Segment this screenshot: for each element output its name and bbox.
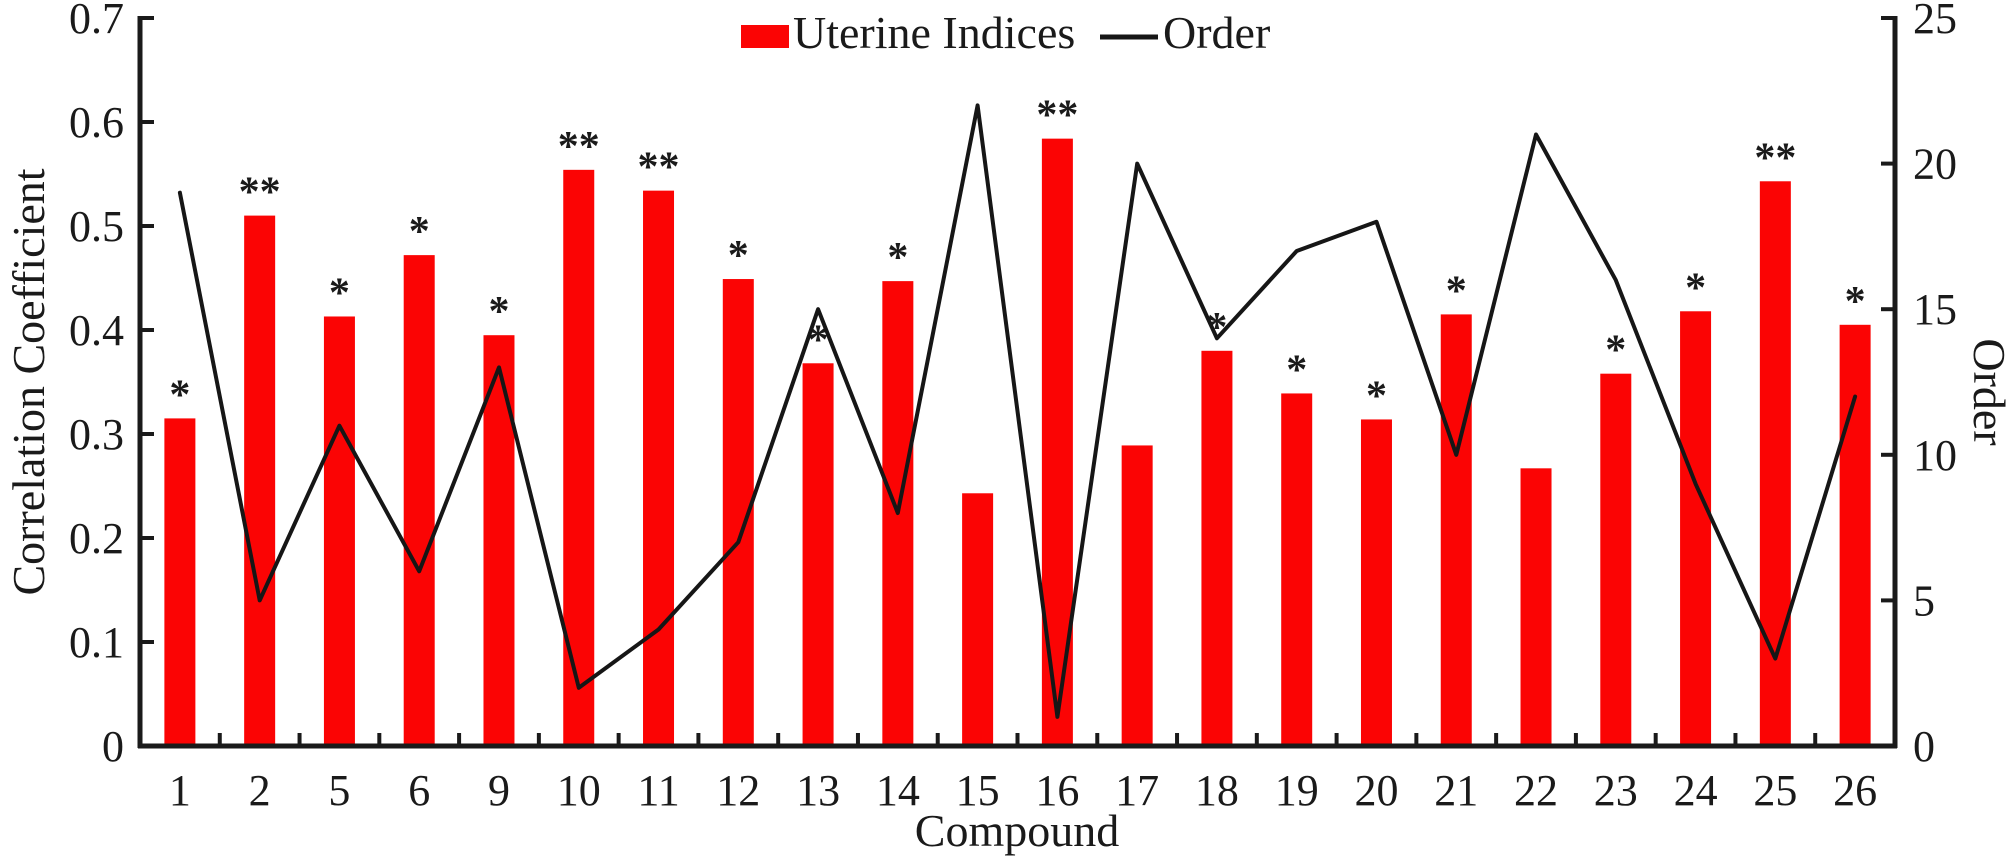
x-category-label: 25 [1753,766,1797,815]
y-left-axis-title: Correlation Coefficient [3,168,54,595]
x-category-label: 9 [488,766,510,815]
bar-compound-20 [1360,419,1392,746]
significance-marker-1: * [169,372,190,418]
significance-marker-2: ** [239,170,281,216]
plot-area: ******** ****************00.10.20.30.40.5… [69,0,1957,815]
significance-marker-18: * [1206,305,1227,351]
bar-compound-26 [1839,324,1871,746]
significance-marker-19: * [1286,347,1307,393]
y-right-tick-label: 15 [1913,285,1957,334]
significance-marker-20: * [1366,373,1387,419]
significance-marker-10: ** [558,124,600,170]
significance-marker-23: * [1605,328,1626,374]
y-left-tick-label: 0.2 [69,514,124,563]
x-category-label: 19 [1275,766,1319,815]
y-right-tick-label: 10 [1913,431,1957,480]
bar-compound-24 [1680,311,1712,746]
bar-compound-23 [1600,373,1632,746]
y-right-tick-label: 25 [1913,0,1957,43]
y-left-tick-label: 0.6 [69,98,124,147]
x-category-label: 6 [408,766,430,815]
significance-marker-6: * [409,209,430,255]
significance-marker-25: ** [1754,135,1796,181]
x-category-label: 2 [249,766,271,815]
bar-compound-5 [323,316,355,746]
bar-compound-10 [563,169,595,747]
x-category-label: 1 [169,766,191,815]
y-left-tick-label: 0 [102,722,124,771]
x-category-label: 12 [716,766,760,815]
x-category-label: 11 [637,766,679,815]
y-left-tick-label: 0.4 [69,306,124,355]
order-line [177,103,1858,719]
y-right-tick-label: 20 [1913,140,1957,189]
x-category-label: 16 [1035,766,1079,815]
bar-compound-22 [1520,468,1552,746]
y-right-axis-title: Order [1964,338,2008,445]
legend: Uterine Indices Order [741,7,1270,58]
y-left-tick-label: 0.5 [69,202,124,251]
bar-compound-2 [244,215,276,747]
x-category-label: 17 [1115,766,1159,815]
significance-marker-12: * [728,233,749,279]
significance-marker-24: * [1685,265,1706,311]
bar-compound-18 [1201,350,1233,746]
significance-marker-21: * [1446,268,1467,314]
x-category-label: 23 [1594,766,1638,815]
legend-line-label: Order [1163,7,1270,58]
significance-marker-16: ** [1036,93,1078,139]
x-category-label: 21 [1434,766,1478,815]
y-right-tick-label: 0 [1913,722,1935,771]
significance-marker-26: * [1845,279,1866,325]
significance-marker-9: * [488,289,509,335]
x-category-label: 22 [1514,766,1558,815]
significance-marker-11: ** [638,145,680,191]
x-category-label: 18 [1195,766,1239,815]
x-category-label: 15 [956,766,1000,815]
x-category-label: 24 [1674,766,1718,815]
legend-bar-label: Uterine Indices [793,7,1075,58]
y-left-tick-label: 0.1 [69,618,124,667]
bar-compound-1 [164,418,196,746]
x-category-label: 26 [1833,766,1877,815]
bar-compound-25 [1759,181,1791,746]
bar-compound-13 [802,363,834,746]
x-category-label: 14 [876,766,920,815]
x-category-label: 10 [557,766,601,815]
bar-compound-17 [1121,445,1153,746]
y-left-tick-label: 0.7 [69,0,124,43]
bar-compound-11 [643,190,675,746]
bar-compound-6 [403,255,435,746]
significance-marker-5: * [329,270,350,316]
y-left-tick-label: 0.3 [69,410,124,459]
bar-compound-15 [962,493,994,746]
y-right-tick-label: 5 [1913,576,1935,625]
x-category-label: 13 [796,766,840,815]
legend-bar-swatch [741,25,789,48]
x-axis-title: Compound [915,805,1119,856]
significance-marker-14: * [887,235,908,281]
x-category-label: 20 [1354,766,1398,815]
bar-compound-21 [1440,314,1472,746]
bar-compound-19 [1281,393,1313,746]
x-category-label: 5 [328,766,350,815]
